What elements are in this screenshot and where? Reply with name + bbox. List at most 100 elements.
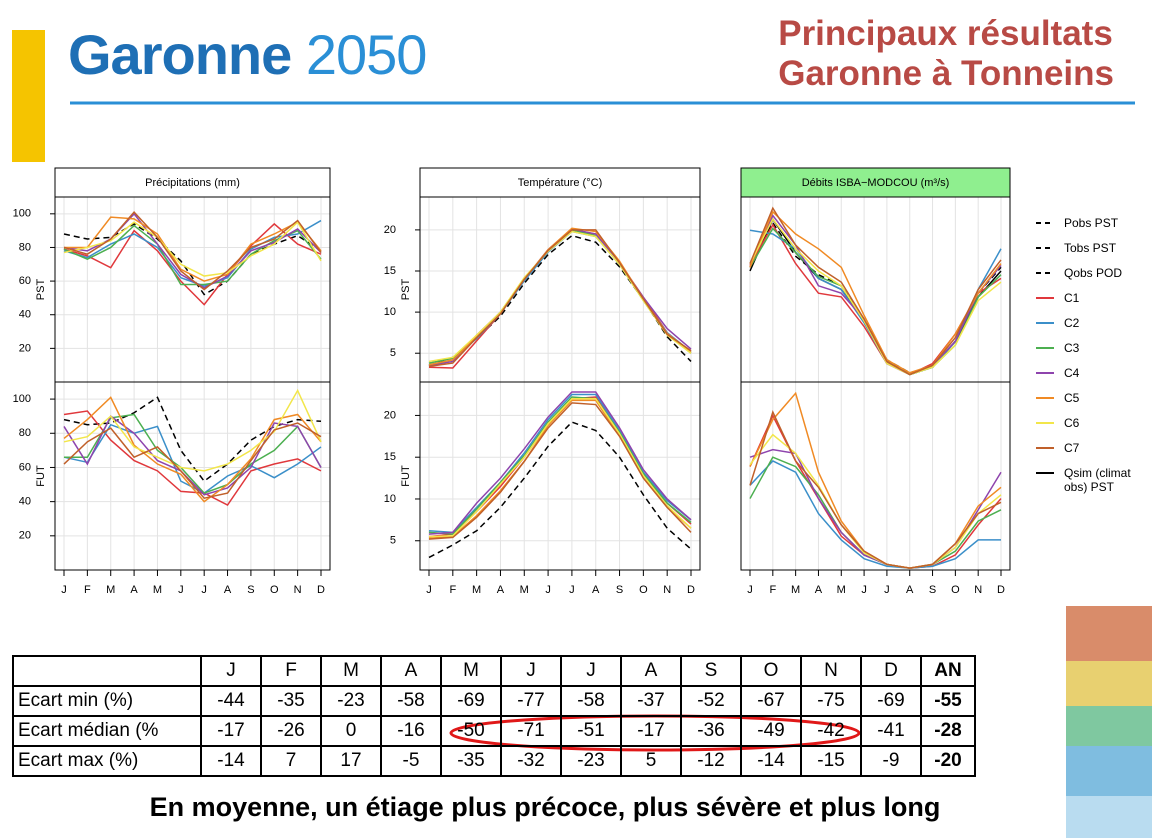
chart-title: Précipitations (mm) <box>145 177 240 189</box>
legend-item: C4 <box>1034 366 1152 391</box>
y-tick-label: 80 <box>19 241 31 253</box>
x-tick-label: D <box>687 584 695 596</box>
series-line <box>749 210 1002 374</box>
x-tick-label: A <box>497 584 505 596</box>
panel-frame <box>740 381 1011 571</box>
x-tick-label: A <box>906 584 914 596</box>
value-cell: -35 <box>260 685 322 717</box>
value-cell: 7 <box>260 745 322 777</box>
x-tick-label: M <box>837 584 846 596</box>
value-cell: -23 <box>320 685 382 717</box>
legend-swatch <box>1036 297 1054 299</box>
series-line <box>63 396 322 503</box>
legend-item: C3 <box>1034 341 1152 366</box>
row-label: Ecart max (%) <box>12 745 202 777</box>
series-line <box>428 230 692 363</box>
legend-label: Qsim (climat obs) PST <box>1064 466 1131 494</box>
x-tick-label: S <box>929 584 936 596</box>
header-cell: D <box>860 655 922 687</box>
series-line <box>63 422 322 500</box>
legend-swatch <box>1036 397 1054 399</box>
series-line <box>749 448 1002 569</box>
x-tick-label: D <box>997 584 1005 596</box>
series-line <box>749 217 1002 376</box>
y-tick-label: 5 <box>390 347 396 359</box>
x-tick-label: S <box>247 584 254 596</box>
x-tick-label: J <box>861 584 867 596</box>
value-cell: -17 <box>620 715 682 747</box>
series-line <box>749 410 1002 569</box>
x-tick-label: J <box>569 584 575 596</box>
value-cell: -42 <box>800 715 862 747</box>
corner-cell <box>12 655 202 687</box>
y-tick-label: 15 <box>384 265 396 277</box>
x-tick-label: A <box>130 584 138 596</box>
value-cell: -5 <box>380 745 442 777</box>
legend-item: C5 <box>1034 391 1152 416</box>
header-row: J F M A M J J A S O N D AN <box>12 655 976 687</box>
value-cell: -14 <box>740 745 802 777</box>
series-line <box>63 388 322 472</box>
value-cell: -58 <box>380 685 442 717</box>
y-tick-label: 20 <box>19 342 31 354</box>
x-tick-label: J <box>747 584 753 596</box>
x-tick-label: J <box>426 584 432 596</box>
x-tick-label: N <box>663 584 671 596</box>
value-cell: -75 <box>800 685 862 717</box>
value-cell: -36 <box>680 715 742 747</box>
series-line <box>428 229 692 368</box>
value-cell: -51 <box>560 715 622 747</box>
y-tick-label: 60 <box>19 461 31 473</box>
legend-item: Pobs PST <box>1034 216 1152 241</box>
strip <box>419 167 701 198</box>
x-tick-label: J <box>545 584 551 596</box>
series-line <box>63 211 322 291</box>
legend-item: C6 <box>1034 416 1152 441</box>
panel-frame <box>54 196 331 383</box>
series-line <box>749 217 1002 376</box>
logo: Garonne 2050 <box>68 22 428 87</box>
value-cell: 0 <box>320 715 382 747</box>
legend-label: C7 <box>1064 441 1080 455</box>
value-cell: -20 <box>920 745 976 777</box>
y-tick-label: 15 <box>384 451 396 463</box>
value-cell: 17 <box>320 745 382 777</box>
legend-swatch <box>1036 222 1054 224</box>
legend-swatch <box>1036 372 1054 374</box>
title-line: Garonne à Tonneins <box>778 54 1114 93</box>
panel-frame <box>419 381 701 571</box>
x-tick-label: M <box>791 584 800 596</box>
slide-title: Principaux résultats Garonne à Tonneins <box>778 14 1114 94</box>
value-cell: -35 <box>440 745 502 777</box>
strip <box>740 167 1011 198</box>
value-cell: -58 <box>560 685 622 717</box>
x-tick-label: M <box>153 584 162 596</box>
series-line <box>749 460 1001 569</box>
x-tick-label: M <box>520 584 529 596</box>
value-cell: -26 <box>260 715 322 747</box>
series-line <box>428 393 692 534</box>
series-line <box>749 229 1002 376</box>
series-line <box>428 391 692 535</box>
title-line: Principaux résultats <box>778 14 1113 53</box>
series-line <box>428 402 692 540</box>
header-cell: AN <box>920 655 976 687</box>
legend-swatch <box>1036 322 1054 324</box>
y-tick-label: 60 <box>19 275 31 287</box>
series-line <box>428 396 692 535</box>
value-cell: -16 <box>380 715 442 747</box>
legend-label: C1 <box>1064 291 1080 305</box>
x-tick-label: F <box>84 584 91 596</box>
header-cell: J <box>200 655 262 687</box>
legend-label: Qobs POD <box>1064 266 1123 280</box>
value-cell: -14 <box>200 745 262 777</box>
logo-number: 2050 <box>305 23 428 86</box>
series-line <box>749 223 1002 376</box>
legend-swatch <box>1036 472 1054 474</box>
y-tick-label: 20 <box>384 224 396 236</box>
series-line <box>749 221 1002 374</box>
value-cell: -71 <box>500 715 562 747</box>
panel-label: PST <box>400 279 412 301</box>
data-row: Ecart min (%) -44 -35 -23 -58 -69 -77 -58 -37 -52… <box>12 685 976 717</box>
